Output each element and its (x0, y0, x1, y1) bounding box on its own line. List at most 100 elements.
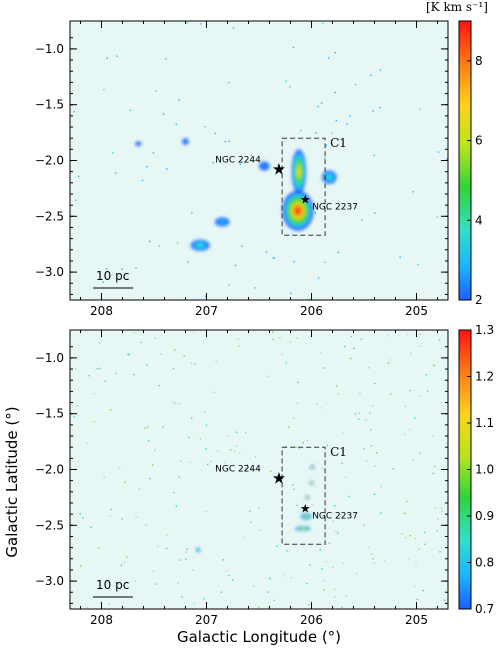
noise-dot (293, 260, 295, 263)
noise-dot (434, 507, 437, 509)
noise-dot (342, 562, 344, 564)
noise-dot (129, 109, 132, 112)
noise-dot (282, 575, 285, 577)
noise-dot (258, 529, 261, 531)
emission-blob (328, 176, 331, 179)
noise-dot (154, 337, 156, 339)
noise-dot (250, 154, 252, 156)
noise-dot (222, 559, 224, 561)
noise-dot (183, 355, 185, 357)
noise-dot (239, 163, 241, 165)
noise-dot (96, 368, 98, 370)
emission-blob (311, 482, 312, 484)
noise-dot (289, 86, 291, 88)
noise-dot (285, 80, 287, 82)
y-tick-label: −3.0 (35, 574, 64, 588)
noise-dot (438, 339, 441, 341)
noise-dot (76, 405, 78, 407)
noise-dot (405, 536, 407, 539)
noise-dot (350, 335, 353, 338)
noise-dot (404, 405, 407, 407)
noise-dot (366, 460, 368, 462)
bottom-colorbar: 0.7 0.8 0.9 1.0 1.1 1.2 1.3 (458, 323, 494, 616)
noise-dot (334, 596, 337, 598)
noise-dot (409, 535, 412, 537)
noise-dot (193, 602, 195, 604)
noise-dot (319, 407, 321, 409)
noise-dot (158, 384, 161, 387)
noise-dot (290, 577, 293, 579)
noise-dot (110, 508, 112, 511)
emission-blob (198, 244, 202, 247)
emission-blob (297, 168, 301, 176)
noise-dot (174, 402, 177, 405)
noise-dot (135, 516, 137, 518)
noise-dot (358, 418, 360, 420)
colorbar-tick-label: 1.0 (475, 463, 494, 477)
noise-dot (417, 263, 419, 266)
noise-dot (114, 172, 117, 174)
noise-dot (146, 165, 148, 168)
noise-dot (227, 81, 230, 84)
noise-dot (419, 333, 421, 335)
noise-dot (79, 513, 81, 515)
c1-box-outline (281, 137, 326, 236)
noise-dot (412, 191, 414, 193)
y-tick-label: −1.5 (35, 407, 64, 421)
noise-dot (321, 568, 323, 570)
noise-dot (370, 429, 372, 431)
noise-dot (346, 123, 348, 125)
noise-dot (149, 477, 151, 480)
noise-dot (374, 212, 376, 214)
y-tick-label: −2.0 (35, 154, 64, 168)
noise-dot (327, 57, 330, 59)
emission-blob (305, 515, 308, 518)
noise-dot (432, 472, 435, 475)
noise-dot (205, 448, 207, 450)
noise-dot (335, 385, 338, 387)
top-panel: C1 ★NGC 2244★NGC 2237 10 pc 208 207 206 205… (35, 0, 488, 318)
noise-dot (75, 367, 77, 370)
noise-dot (223, 461, 226, 464)
noise-dot (436, 216, 438, 218)
noise-dot (292, 46, 295, 49)
noise-dot (174, 349, 176, 351)
noise-dot (158, 245, 161, 247)
noise-dot (414, 417, 416, 419)
noise-dot (410, 352, 412, 355)
noise-dot (246, 464, 248, 466)
bottom-plot-background (70, 330, 448, 609)
bottom-panel: C1 ★NGC 2244★NGC 2237 10 pc 208 207 206 205… (35, 323, 494, 627)
noise-dot (412, 459, 414, 461)
noise-dot (348, 495, 350, 498)
noise-dot (144, 427, 146, 429)
noise-dot (419, 395, 421, 397)
noise-dot (335, 530, 337, 532)
noise-dot (432, 364, 435, 366)
top-scalebar: 10 pc (93, 269, 133, 289)
noise-dot (82, 517, 84, 519)
noise-dot (416, 598, 418, 601)
noise-dot (254, 456, 257, 458)
noise-dot (207, 463, 209, 466)
noise-dot (296, 337, 298, 339)
noise-dot (215, 360, 217, 362)
noise-dot (419, 108, 421, 110)
noise-dot (356, 572, 358, 575)
noise-dot (141, 179, 144, 182)
noise-dot (177, 581, 179, 584)
noise-dot (187, 261, 189, 263)
noise-dot (191, 417, 193, 419)
colorbar-tick-label: 0.7 (475, 602, 494, 616)
noise-dot (424, 543, 426, 545)
noise-dot (258, 507, 260, 509)
noise-dot (317, 277, 320, 279)
noise-dot (133, 332, 135, 334)
noise-dot (403, 512, 406, 515)
noise-dot (121, 268, 123, 270)
noise-dot (252, 585, 255, 587)
noise-dot (269, 578, 271, 580)
noise-dot (126, 556, 128, 558)
noise-dot (232, 579, 234, 581)
noise-dot (298, 447, 300, 450)
